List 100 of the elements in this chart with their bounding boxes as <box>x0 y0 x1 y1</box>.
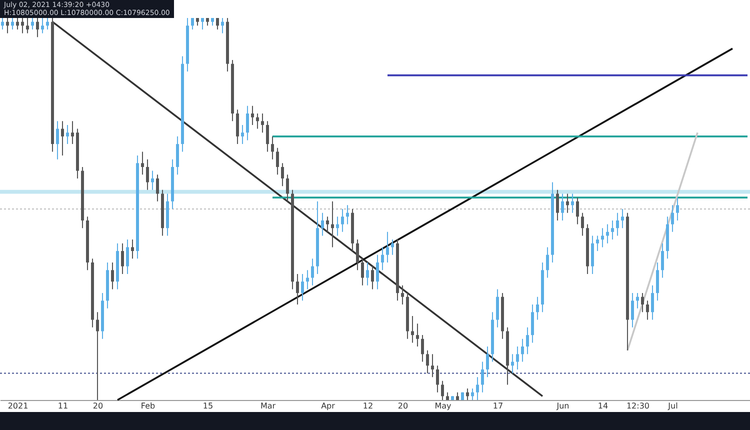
candlestick <box>521 338 524 362</box>
candlestick <box>256 113 259 130</box>
candlestick <box>221 18 224 34</box>
candlestick <box>631 292 634 328</box>
candlestick <box>676 197 679 221</box>
candlestick <box>141 151 144 176</box>
candlestick <box>546 246 549 278</box>
candlestick <box>641 292 644 313</box>
candlestick <box>436 365 439 393</box>
candlestick <box>46 18 49 30</box>
candlestick <box>661 242 664 278</box>
x-tick-label: Feb <box>140 402 156 410</box>
candlestick <box>146 158 149 190</box>
candlestick <box>556 189 559 221</box>
candlestick <box>66 124 69 145</box>
candlestick <box>301 273 304 302</box>
candlestick <box>331 200 334 248</box>
candlestick <box>601 228 604 248</box>
candlestick <box>311 258 314 286</box>
candlestick <box>476 376 479 400</box>
candlestick <box>376 254 379 290</box>
candlestick <box>651 284 654 320</box>
candlestick <box>6 18 9 34</box>
candlestick <box>26 18 29 34</box>
candlestick <box>576 197 579 225</box>
candlestick <box>261 113 264 134</box>
candlestick <box>386 231 389 263</box>
candlestick <box>236 109 239 145</box>
candlestick <box>1 18 4 30</box>
x-tick-label: 20 <box>92 402 104 410</box>
candlestick <box>496 288 499 328</box>
x-tick-label: 20 <box>398 402 408 410</box>
candlestick <box>561 193 564 221</box>
candlestick <box>216 18 219 30</box>
candlestick <box>281 162 284 187</box>
x-tick-label: Jun <box>556 402 570 410</box>
x-tick-label: May <box>434 402 452 410</box>
candlestick <box>656 262 659 302</box>
candlestick <box>621 208 624 229</box>
candlestick <box>636 292 639 309</box>
candlestick <box>341 208 344 232</box>
candlestick <box>486 346 489 378</box>
x-tick-label: 12:30 <box>626 402 650 410</box>
candlestick <box>596 235 599 252</box>
candlestick <box>401 284 404 305</box>
candlestick <box>306 270 309 290</box>
candlestick <box>201 18 204 30</box>
candlestick <box>326 216 329 232</box>
candlestick <box>441 380 444 400</box>
candlestick <box>31 18 34 30</box>
candlestick <box>431 354 434 378</box>
candlestick <box>336 216 339 236</box>
candlestick <box>536 296 539 320</box>
candlestick <box>566 193 569 214</box>
candlestick <box>671 204 674 232</box>
candlestick <box>131 239 134 260</box>
candlestick <box>156 174 159 202</box>
candlestick <box>41 18 44 34</box>
candlestick <box>11 18 14 30</box>
candlestick <box>391 239 394 256</box>
candlestick <box>471 388 474 400</box>
candlestick <box>56 120 59 160</box>
candlestick <box>346 204 349 225</box>
candlestick <box>126 239 129 274</box>
candlestick <box>241 124 244 145</box>
x-tick-label: 11 <box>58 402 68 410</box>
candlestick <box>296 273 299 305</box>
candlestick <box>61 120 64 156</box>
candlestick <box>581 212 584 236</box>
candlestick <box>266 120 269 152</box>
candlestick <box>251 105 254 126</box>
candlestick <box>191 18 194 30</box>
x-tick-label: 12 <box>362 402 374 410</box>
candlestick <box>151 170 154 190</box>
candlestick <box>481 361 484 393</box>
x-tick-label: Jul <box>667 402 678 410</box>
candlestick <box>646 300 649 320</box>
candlestick <box>411 315 414 344</box>
candlestick <box>571 193 574 214</box>
candlestick <box>531 304 534 344</box>
candlestick <box>286 174 289 202</box>
candlestick <box>361 258 364 286</box>
candlestick <box>416 323 419 348</box>
candlestick <box>16 18 19 30</box>
candlestick <box>176 136 179 176</box>
candlestick <box>321 212 324 236</box>
x-tick-label: Mar <box>260 402 276 410</box>
candlestick <box>71 120 74 145</box>
candlestick <box>356 239 359 271</box>
candlestick <box>36 18 39 38</box>
x-tick-label: Apr <box>321 402 336 410</box>
candlestick <box>111 262 114 290</box>
candlestick <box>381 246 384 271</box>
x-tick-label: 15 <box>202 402 214 410</box>
candlestick <box>606 224 609 244</box>
candlestick <box>426 350 429 374</box>
candlestick <box>526 326 529 355</box>
x-tick-label: 2021 <box>8 402 28 410</box>
candlestick <box>511 354 514 374</box>
candlestick <box>591 235 594 274</box>
